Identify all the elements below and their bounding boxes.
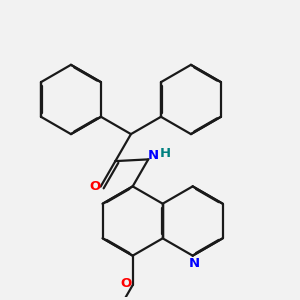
Text: O: O <box>120 277 131 290</box>
Text: O: O <box>90 180 101 193</box>
Text: N: N <box>148 149 159 162</box>
Text: N: N <box>189 257 200 270</box>
Text: H: H <box>160 147 171 160</box>
